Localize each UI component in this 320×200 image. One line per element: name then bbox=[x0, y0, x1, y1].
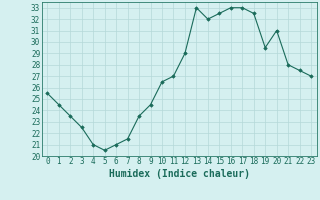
X-axis label: Humidex (Indice chaleur): Humidex (Indice chaleur) bbox=[109, 169, 250, 179]
